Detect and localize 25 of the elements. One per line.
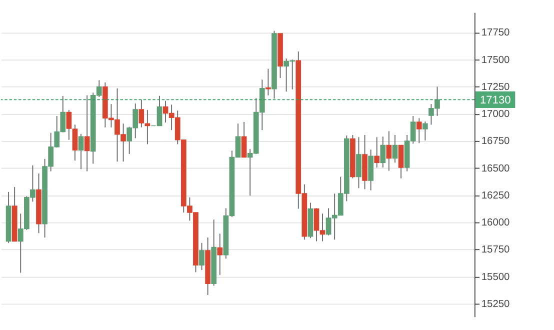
y-tick-label: 16250 xyxy=(481,190,510,202)
candlestick xyxy=(217,233,223,276)
candlestick xyxy=(422,120,428,141)
y-tick-label: 16000 xyxy=(481,218,510,229)
candlestick xyxy=(241,121,247,158)
candlestick xyxy=(84,94,90,172)
y-tick-label: 15750 xyxy=(481,244,510,256)
y-tick-label: 15500 xyxy=(481,272,510,283)
y-tick-label: 17250 xyxy=(481,82,510,93)
y-tick-label: 16500 xyxy=(481,163,510,174)
ref-line-label: 17130 xyxy=(480,94,511,106)
y-tick-label: 17750 xyxy=(481,28,510,39)
candlestick xyxy=(199,242,204,270)
candlestick xyxy=(416,118,422,144)
candlestick xyxy=(398,144,404,179)
candlestick xyxy=(386,130,392,172)
y-tick-label: 17000 xyxy=(481,109,510,120)
y-tick-label: 17500 xyxy=(481,54,510,66)
candlestick xyxy=(392,134,398,164)
y-tick-label: 15250 xyxy=(481,298,510,310)
y-tick-label: 16750 xyxy=(481,136,510,148)
candlestick xyxy=(356,136,362,189)
candlestick xyxy=(374,136,380,168)
candlestick xyxy=(380,136,386,168)
candlestick xyxy=(78,133,84,170)
